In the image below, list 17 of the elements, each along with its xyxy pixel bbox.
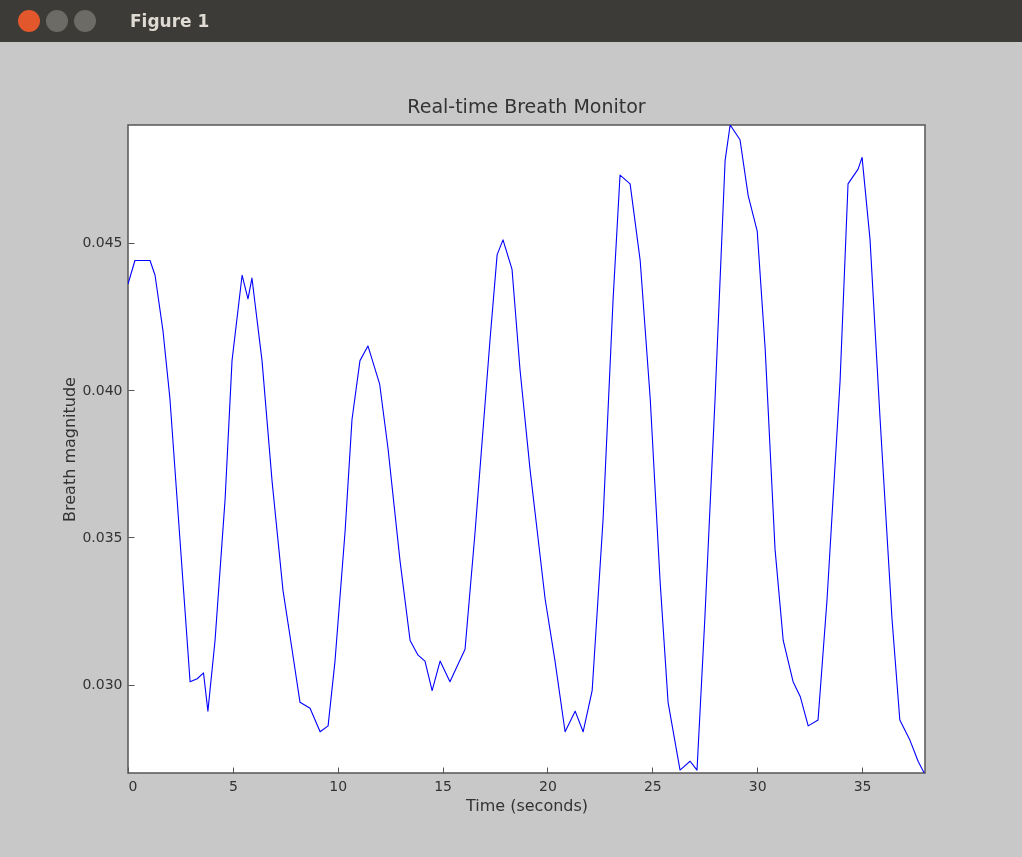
- x-tick-label: 25: [643, 777, 662, 794]
- x-tick-label: 0: [128, 777, 138, 794]
- y-axis-title: Breath magnitude: [60, 377, 80, 522]
- x-tick-label: 30: [748, 777, 767, 794]
- x-tick-label: 5: [228, 777, 238, 794]
- x-axis-title: Time (seconds): [464, 795, 589, 815]
- y-tick-label: 0.040: [82, 381, 123, 398]
- x-tick-label: 15: [434, 777, 453, 794]
- chart-title: Real-time Breath Monitor: [407, 95, 646, 117]
- y-tick-label: 0.045: [82, 234, 123, 251]
- y-tick-label: 0.035: [82, 528, 123, 545]
- x-tick-label: 20: [539, 777, 557, 794]
- x-tick-label: 10: [329, 777, 348, 794]
- x-tick-label: 35: [853, 777, 872, 794]
- line-series: [128, 125, 925, 773]
- y-tick-label: 0.030: [82, 676, 123, 693]
- caption: Figure 1: [130, 11, 210, 31]
